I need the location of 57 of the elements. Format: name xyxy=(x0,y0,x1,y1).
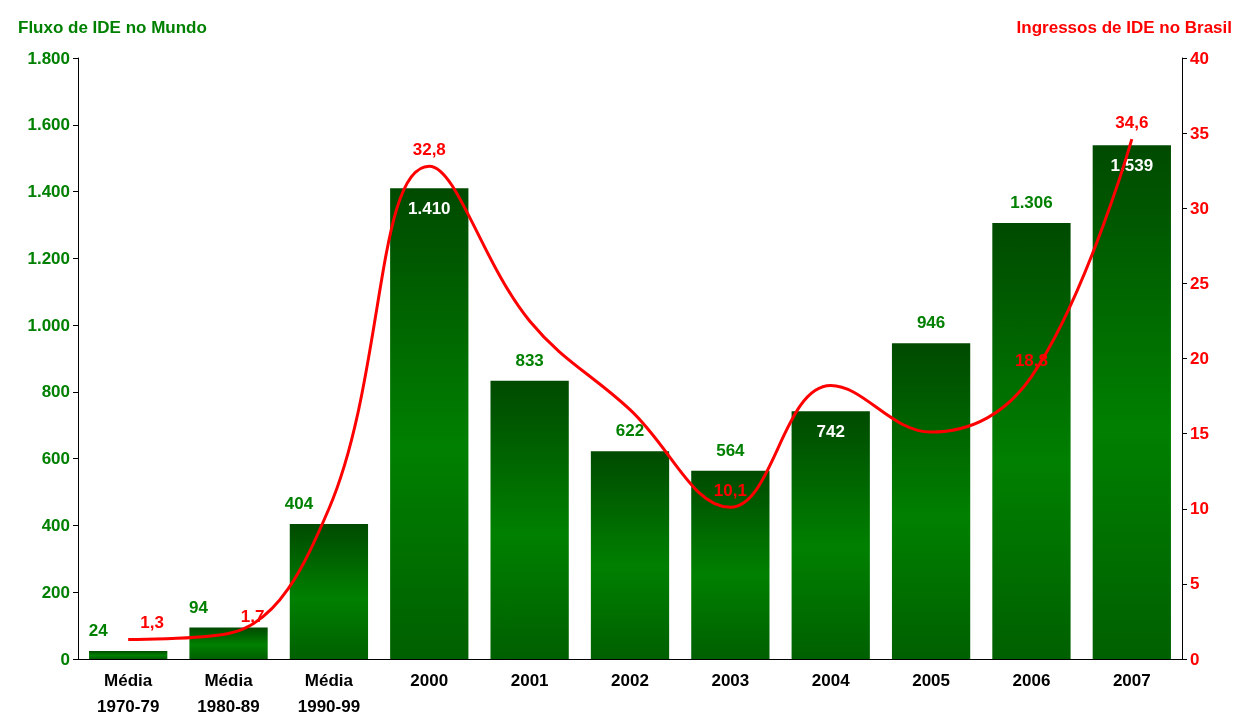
data-label: 32,8 xyxy=(412,140,446,160)
y-axis-title: Fluxo de IDE no Mundo xyxy=(18,18,207,37)
x-tick-label: Média 1990-99 xyxy=(297,670,361,716)
y2-tick-label: 0 xyxy=(1190,649,1200,669)
data-label: 34,6 xyxy=(1115,113,1149,133)
y2-tick-label: 30 xyxy=(1190,198,1209,218)
data-label: 10,1 xyxy=(713,481,747,501)
data-label: 946 xyxy=(916,313,946,333)
x-tick-label: 2005 xyxy=(912,670,950,690)
bar xyxy=(390,188,469,659)
bar xyxy=(89,650,168,659)
y-tick-label: 1.000 xyxy=(27,315,70,335)
x-tick-label: 2003 xyxy=(711,670,750,690)
y2-tick-label: 20 xyxy=(1190,349,1209,368)
data-label: 1.306 xyxy=(1010,192,1053,212)
data-label: 564 xyxy=(716,440,746,460)
y2-tick-label: 40 xyxy=(1190,48,1209,68)
x-tick-label: Média 1970-79 xyxy=(96,670,160,716)
y-tick-label: 400 xyxy=(41,515,70,535)
y-tick-label: 1.200 xyxy=(27,248,70,268)
x-tick-label: 2004 xyxy=(811,670,851,690)
y-tick-label: 1.800 xyxy=(27,48,70,68)
y-tick-label: 1.400 xyxy=(27,182,70,202)
y2-tick-label: 25 xyxy=(1190,273,1209,293)
x-tick-label: 2001 xyxy=(510,670,549,690)
y-tick-label: 1.600 xyxy=(27,115,70,135)
bar xyxy=(490,380,569,659)
bar xyxy=(791,411,870,659)
data-label: 833 xyxy=(515,350,544,370)
data-label: 24 xyxy=(88,620,109,640)
y-tick-label: 800 xyxy=(41,382,70,402)
x-tick-label: 2007 xyxy=(1112,670,1151,690)
x-tick-label: 2006 xyxy=(1012,670,1051,690)
bar xyxy=(992,222,1071,659)
y2-tick-label: 35 xyxy=(1190,123,1209,143)
x-tick-label: 2002 xyxy=(611,670,649,690)
y-tick-label: 600 xyxy=(41,449,70,469)
bar xyxy=(1092,145,1171,659)
bar xyxy=(691,470,770,659)
data-label: 94 xyxy=(189,597,209,617)
bar xyxy=(189,627,268,659)
y-tick-label: 0 xyxy=(60,649,70,669)
data-label: 404 xyxy=(284,494,314,514)
data-label: 1,3 xyxy=(140,613,164,633)
y2-tick-label: 5 xyxy=(1190,574,1200,594)
bar xyxy=(289,524,369,659)
x-tick-label: 2000 xyxy=(410,670,449,690)
data-label: 742 xyxy=(816,422,845,442)
data-label: 622 xyxy=(615,421,645,441)
y2-tick-label: 15 xyxy=(1190,424,1209,444)
y-tick-label: 200 xyxy=(41,582,70,602)
y2-tick-label: 10 xyxy=(1190,499,1209,519)
bar xyxy=(590,451,670,659)
y2-axis-title: Ingressos de IDE no Brasil xyxy=(1016,18,1232,37)
bar xyxy=(891,343,971,659)
data-label: 1.410 xyxy=(408,199,451,219)
x-tick-label: Média 1980-89 xyxy=(197,670,260,716)
